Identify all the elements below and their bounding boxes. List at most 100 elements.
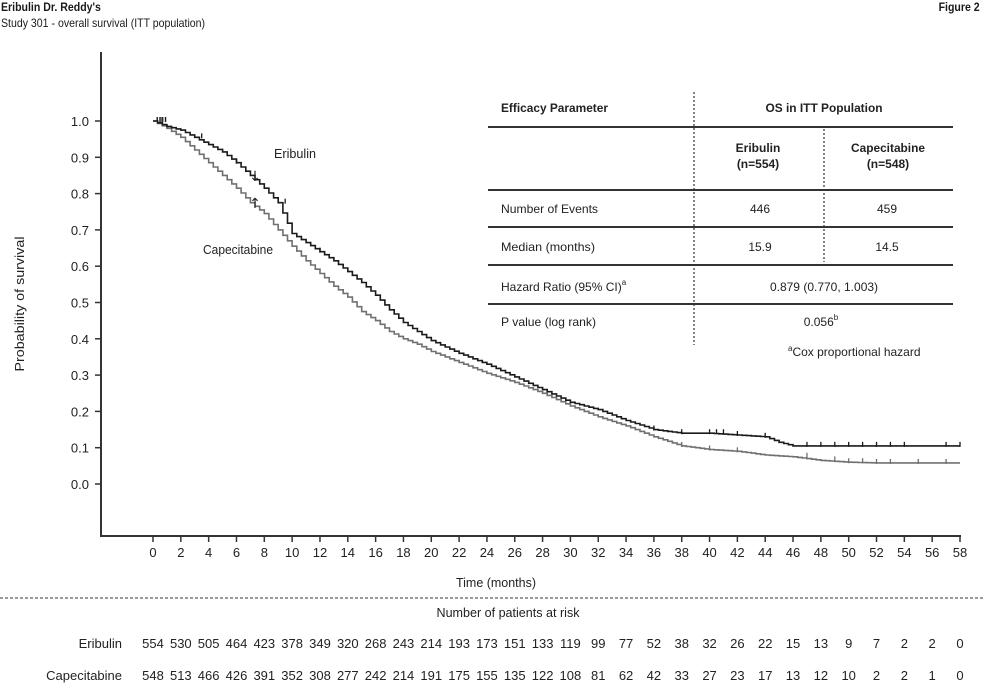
risk-value: 320 bbox=[337, 636, 359, 651]
risk-value: 548 bbox=[142, 668, 164, 683]
table-cell: 14.5 bbox=[875, 240, 899, 254]
y-tick-label: 0.2 bbox=[71, 404, 89, 419]
risk-value: 77 bbox=[619, 636, 633, 651]
p-superscript: b bbox=[834, 313, 839, 322]
risk-value: 81 bbox=[591, 668, 605, 683]
risk-value: 108 bbox=[560, 668, 582, 683]
table-arm1-name: Eribulin bbox=[736, 141, 781, 155]
risk-value: 9 bbox=[845, 636, 852, 651]
risk-value: 33 bbox=[674, 668, 688, 683]
x-tick-label: 36 bbox=[647, 545, 661, 560]
x-tick-label: 52 bbox=[869, 545, 883, 560]
risk-value: 27 bbox=[702, 668, 716, 683]
risk-value: 22 bbox=[758, 636, 772, 651]
risk-value: 466 bbox=[198, 668, 220, 683]
risk-value: 1 bbox=[929, 668, 936, 683]
risk-value: 17 bbox=[758, 668, 772, 683]
table-cell: 446 bbox=[750, 202, 770, 216]
hr-label: Hazard Ratio (95% CI) bbox=[501, 280, 622, 294]
y-tick-label: 1.0 bbox=[71, 114, 89, 129]
risk-value: 155 bbox=[476, 668, 498, 683]
table-row-label: Number of Events bbox=[501, 202, 598, 216]
capecitabine-curve bbox=[153, 120, 960, 464]
x-tick-label: 46 bbox=[786, 545, 800, 560]
hr-value: 0.879 (0.770, 1.003) bbox=[770, 280, 878, 294]
risk-value: 122 bbox=[532, 668, 554, 683]
risk-value: 426 bbox=[226, 668, 248, 683]
y-tick-label: 0.8 bbox=[71, 187, 89, 202]
risk-value: 243 bbox=[393, 636, 415, 651]
risk-value: 391 bbox=[253, 668, 275, 683]
footnote-text: Cox proportional hazard bbox=[792, 345, 920, 359]
risk-value: 530 bbox=[170, 636, 192, 651]
y-tick-label: 0.6 bbox=[71, 259, 89, 274]
table-header-group: OS in ITT Population bbox=[766, 101, 883, 115]
efficacy-table: Efficacy Parameter OS in ITT Population … bbox=[488, 92, 953, 359]
y-tick-label: 0.5 bbox=[71, 296, 89, 311]
eribulin-annotation: Eribulin bbox=[274, 146, 316, 161]
risk-value: 62 bbox=[619, 668, 633, 683]
figure-label: Figure 2 bbox=[938, 0, 980, 14]
risk-value: 10 bbox=[841, 668, 855, 683]
risk-value: 513 bbox=[170, 668, 192, 683]
x-tick-label: 26 bbox=[508, 545, 522, 560]
risk-value: 2 bbox=[929, 636, 936, 651]
x-tick-label: 2 bbox=[177, 545, 184, 560]
eribulin-curve bbox=[153, 120, 960, 447]
x-tick-label: 40 bbox=[702, 545, 716, 560]
x-tick-label: 18 bbox=[396, 545, 410, 560]
risk-value: 13 bbox=[814, 636, 828, 651]
y-axis-label: Probability of survival bbox=[12, 236, 27, 371]
x-tick-label: 58 bbox=[953, 545, 967, 560]
risk-value: 193 bbox=[448, 636, 470, 651]
capecitabine-arrow-icon: ↑ bbox=[249, 196, 261, 212]
risk-value: 133 bbox=[532, 636, 554, 651]
risk-value: 242 bbox=[365, 668, 387, 683]
x-tick-label: 6 bbox=[233, 545, 240, 560]
x-tick-label: 8 bbox=[261, 545, 268, 560]
risk-value: 7 bbox=[873, 636, 880, 651]
x-tick-label: 14 bbox=[341, 545, 355, 560]
x-ticks: 0 2 4 6 8 10 12 14 16 18 20 22 24 26 28 30 32 34 36 38 40 42 4… bbox=[149, 536, 967, 560]
x-tick-label: 22 bbox=[452, 545, 466, 560]
risk-value: 32 bbox=[702, 636, 716, 651]
x-tick-label: 32 bbox=[591, 545, 605, 560]
p-value: 0.056 bbox=[804, 315, 834, 329]
risk-value: 277 bbox=[337, 668, 359, 683]
y-ticks: 0.0 0.1 0.2 0.3 0.4 0.5 0.6 0.7 0.8 0.9 1.0 bbox=[71, 114, 101, 492]
risk-value: 15 bbox=[786, 636, 800, 651]
risk-value: 308 bbox=[309, 668, 331, 683]
footnote-superscript: a bbox=[788, 344, 793, 353]
x-tick-label: 20 bbox=[424, 545, 438, 560]
risk-table-title: Number of patients at risk bbox=[437, 605, 580, 620]
x-tick-label: 56 bbox=[925, 545, 939, 560]
risk-value: 0 bbox=[956, 668, 963, 683]
risk-value: 23 bbox=[730, 668, 744, 683]
x-tick-label: 30 bbox=[563, 545, 577, 560]
x-tick-label: 28 bbox=[535, 545, 549, 560]
y-tick-label: 0.7 bbox=[71, 223, 89, 238]
report-title: Eribulin Dr. Reddy's bbox=[1, 0, 101, 14]
risk-value: 2 bbox=[901, 668, 908, 683]
risk-value: 2 bbox=[873, 668, 880, 683]
risk-value: 464 bbox=[226, 636, 248, 651]
table-row-label: Median (months) bbox=[501, 240, 595, 254]
risk-value: 554 bbox=[142, 636, 164, 651]
risk-value: 352 bbox=[281, 668, 303, 683]
report-subtitle: Study 301 - overall survival (ITT popula… bbox=[1, 16, 206, 30]
p-label: P value (log rank) bbox=[501, 315, 596, 329]
risk-value: 135 bbox=[504, 668, 526, 683]
risk-value: 214 bbox=[420, 636, 442, 651]
y-tick-label: 0.4 bbox=[71, 332, 89, 347]
p-value-cell: 0.056b bbox=[804, 313, 839, 329]
survival-curves bbox=[153, 117, 961, 464]
table-header-parameter: Efficacy Parameter bbox=[501, 101, 608, 115]
table-cell: 459 bbox=[877, 202, 897, 216]
capecitabine-annotation: Capecitabine bbox=[203, 242, 273, 257]
x-tick-label: 44 bbox=[758, 545, 772, 560]
x-axis-label: Time (months) bbox=[456, 575, 536, 590]
risk-value: 349 bbox=[309, 636, 331, 651]
y-tick-label: 0.9 bbox=[71, 150, 89, 165]
x-tick-label: 16 bbox=[368, 545, 382, 560]
